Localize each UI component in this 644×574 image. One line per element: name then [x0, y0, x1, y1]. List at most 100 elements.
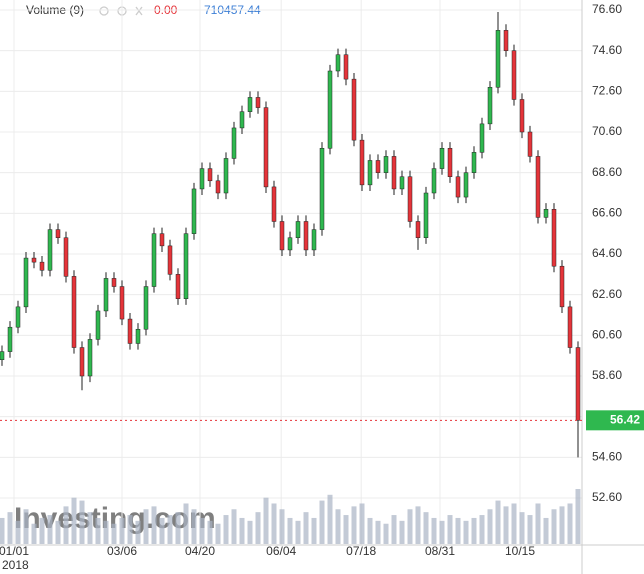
candle-body	[191, 188, 197, 234]
candle-body	[295, 221, 301, 238]
candle-body	[0, 351, 5, 360]
candle-body	[175, 274, 181, 299]
candle-body	[7, 326, 13, 352]
volume-bar	[399, 520, 405, 544]
candle-body	[383, 156, 389, 173]
volume-bar	[0, 517, 5, 544]
candle-body	[119, 286, 125, 320]
candle-body	[343, 54, 349, 80]
volume-bar	[367, 517, 373, 544]
candle-body	[55, 229, 61, 238]
candle-body	[575, 347, 581, 421]
candle-body	[423, 192, 429, 238]
candle-body	[167, 245, 173, 275]
x-tick-label: 10/15	[505, 544, 535, 558]
x-tick-label: 07/18	[346, 544, 376, 558]
volume-bar	[311, 517, 317, 544]
candle-body	[47, 229, 53, 271]
volume-bar	[39, 517, 45, 544]
volume-bar	[527, 515, 533, 544]
volume-bar	[327, 494, 333, 544]
candle-body	[95, 310, 101, 340]
last-price-box	[586, 410, 644, 431]
candle-body	[239, 111, 245, 129]
volume-bar	[175, 512, 181, 544]
volume-bar	[351, 506, 357, 544]
candle-body	[247, 97, 253, 112]
candle-body	[367, 160, 373, 186]
volume-bar	[31, 523, 37, 544]
volume-bar	[407, 509, 413, 544]
x-tick-label: 08/31	[425, 544, 455, 558]
volume-bar	[7, 512, 13, 544]
candle-body	[399, 176, 405, 190]
volume-bar	[567, 503, 573, 544]
candle-body	[503, 30, 509, 51]
candle-body	[431, 168, 437, 194]
candle-body	[351, 78, 357, 141]
volume-bar	[479, 515, 485, 544]
volume-bar	[111, 523, 117, 544]
volume-bar	[191, 509, 197, 544]
x-tick-label: 03/06	[107, 544, 137, 558]
candle-body	[375, 160, 381, 173]
candle-body	[199, 168, 205, 190]
candle-body	[543, 209, 549, 218]
candle-body	[359, 139, 365, 186]
candle-body	[231, 127, 237, 159]
volume-bar	[559, 506, 565, 544]
candle-body	[135, 328, 141, 344]
indicator-icons	[99, 6, 143, 16]
candle-body	[447, 148, 453, 177]
candle-body	[151, 233, 157, 287]
candle-body	[439, 148, 445, 169]
volume-bar	[159, 517, 165, 544]
volume-bar	[167, 515, 173, 544]
volume-bar	[335, 509, 341, 544]
volume-bar	[271, 503, 277, 544]
volume-bar	[79, 500, 85, 544]
candle-body	[71, 276, 77, 348]
volume-bar	[391, 515, 397, 544]
volume-bar	[23, 509, 29, 544]
volume-bar	[143, 509, 149, 544]
volume-bar	[207, 520, 213, 544]
candle-body	[271, 186, 277, 222]
candle-body	[551, 209, 557, 267]
volume-bar	[575, 489, 581, 544]
x-tick-label: 01/01	[0, 544, 29, 558]
candle-body	[31, 257, 37, 263]
volume-bar	[511, 503, 517, 544]
candle-body	[111, 278, 117, 287]
volume-bar	[47, 515, 53, 544]
candle-body	[319, 148, 325, 230]
candle-body	[455, 176, 461, 198]
volume-bar	[287, 517, 293, 544]
x-tick-label: 06/04	[266, 544, 296, 558]
volume-bar	[359, 503, 365, 544]
volume-bar	[303, 512, 309, 544]
volume-bar	[127, 515, 133, 544]
candle-body	[327, 70, 333, 149]
candle-body	[279, 221, 285, 251]
volume-bar	[215, 523, 221, 544]
volume-bar	[247, 520, 253, 544]
volume-bar	[415, 506, 421, 544]
candle-body	[479, 123, 485, 153]
y-tick-label: 70.60	[592, 124, 622, 138]
volume-bar	[463, 520, 469, 544]
y-tick-label: 76.60	[592, 2, 622, 16]
volume-bar	[295, 520, 301, 544]
volume-bar	[519, 512, 525, 544]
candle-body	[567, 306, 573, 348]
candle-body	[511, 50, 517, 100]
candle-body	[487, 87, 493, 125]
candle-body	[471, 152, 477, 173]
volume-bar	[375, 520, 381, 544]
volume-bar	[103, 520, 109, 544]
volume-bar	[95, 517, 101, 544]
candle-body	[559, 265, 565, 308]
volume-bar	[63, 506, 69, 544]
candle-body	[23, 257, 29, 308]
volume-bar	[255, 512, 261, 544]
